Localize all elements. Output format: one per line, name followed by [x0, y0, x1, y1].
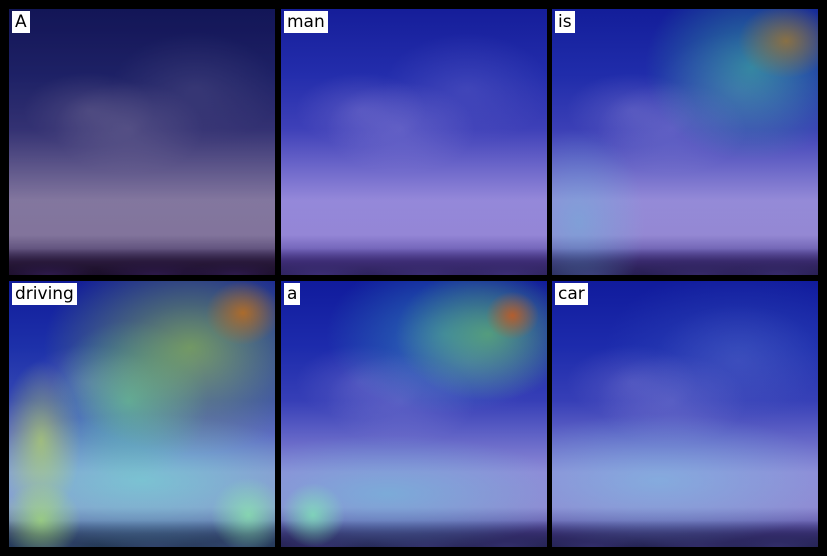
attention-panel-A: A — [9, 9, 275, 275]
sky-image — [281, 9, 547, 275]
attention-panel-a: a — [281, 281, 547, 547]
attention-panel-is: is — [552, 9, 818, 275]
horizon-ridge — [281, 525, 547, 547]
sky-image — [552, 9, 818, 275]
word-label: car — [555, 283, 588, 305]
horizon-ridge — [9, 525, 275, 547]
sky-image — [9, 281, 275, 547]
word-label: is — [555, 11, 575, 33]
sky-image — [9, 9, 275, 275]
word-label: a — [284, 283, 301, 305]
horizon-ridge — [552, 525, 818, 547]
word-label: driving — [12, 283, 77, 305]
sky-image — [552, 281, 818, 547]
sky-image — [281, 281, 547, 547]
attention-panel-driving: driving — [9, 281, 275, 547]
horizon-ridge — [552, 253, 818, 275]
attention-panel-car: car — [552, 281, 818, 547]
attention-panel-man: man — [281, 9, 547, 275]
horizon-ridge — [9, 253, 275, 275]
word-label: A — [12, 11, 30, 33]
horizon-ridge — [281, 253, 547, 275]
word-label: man — [284, 11, 328, 33]
